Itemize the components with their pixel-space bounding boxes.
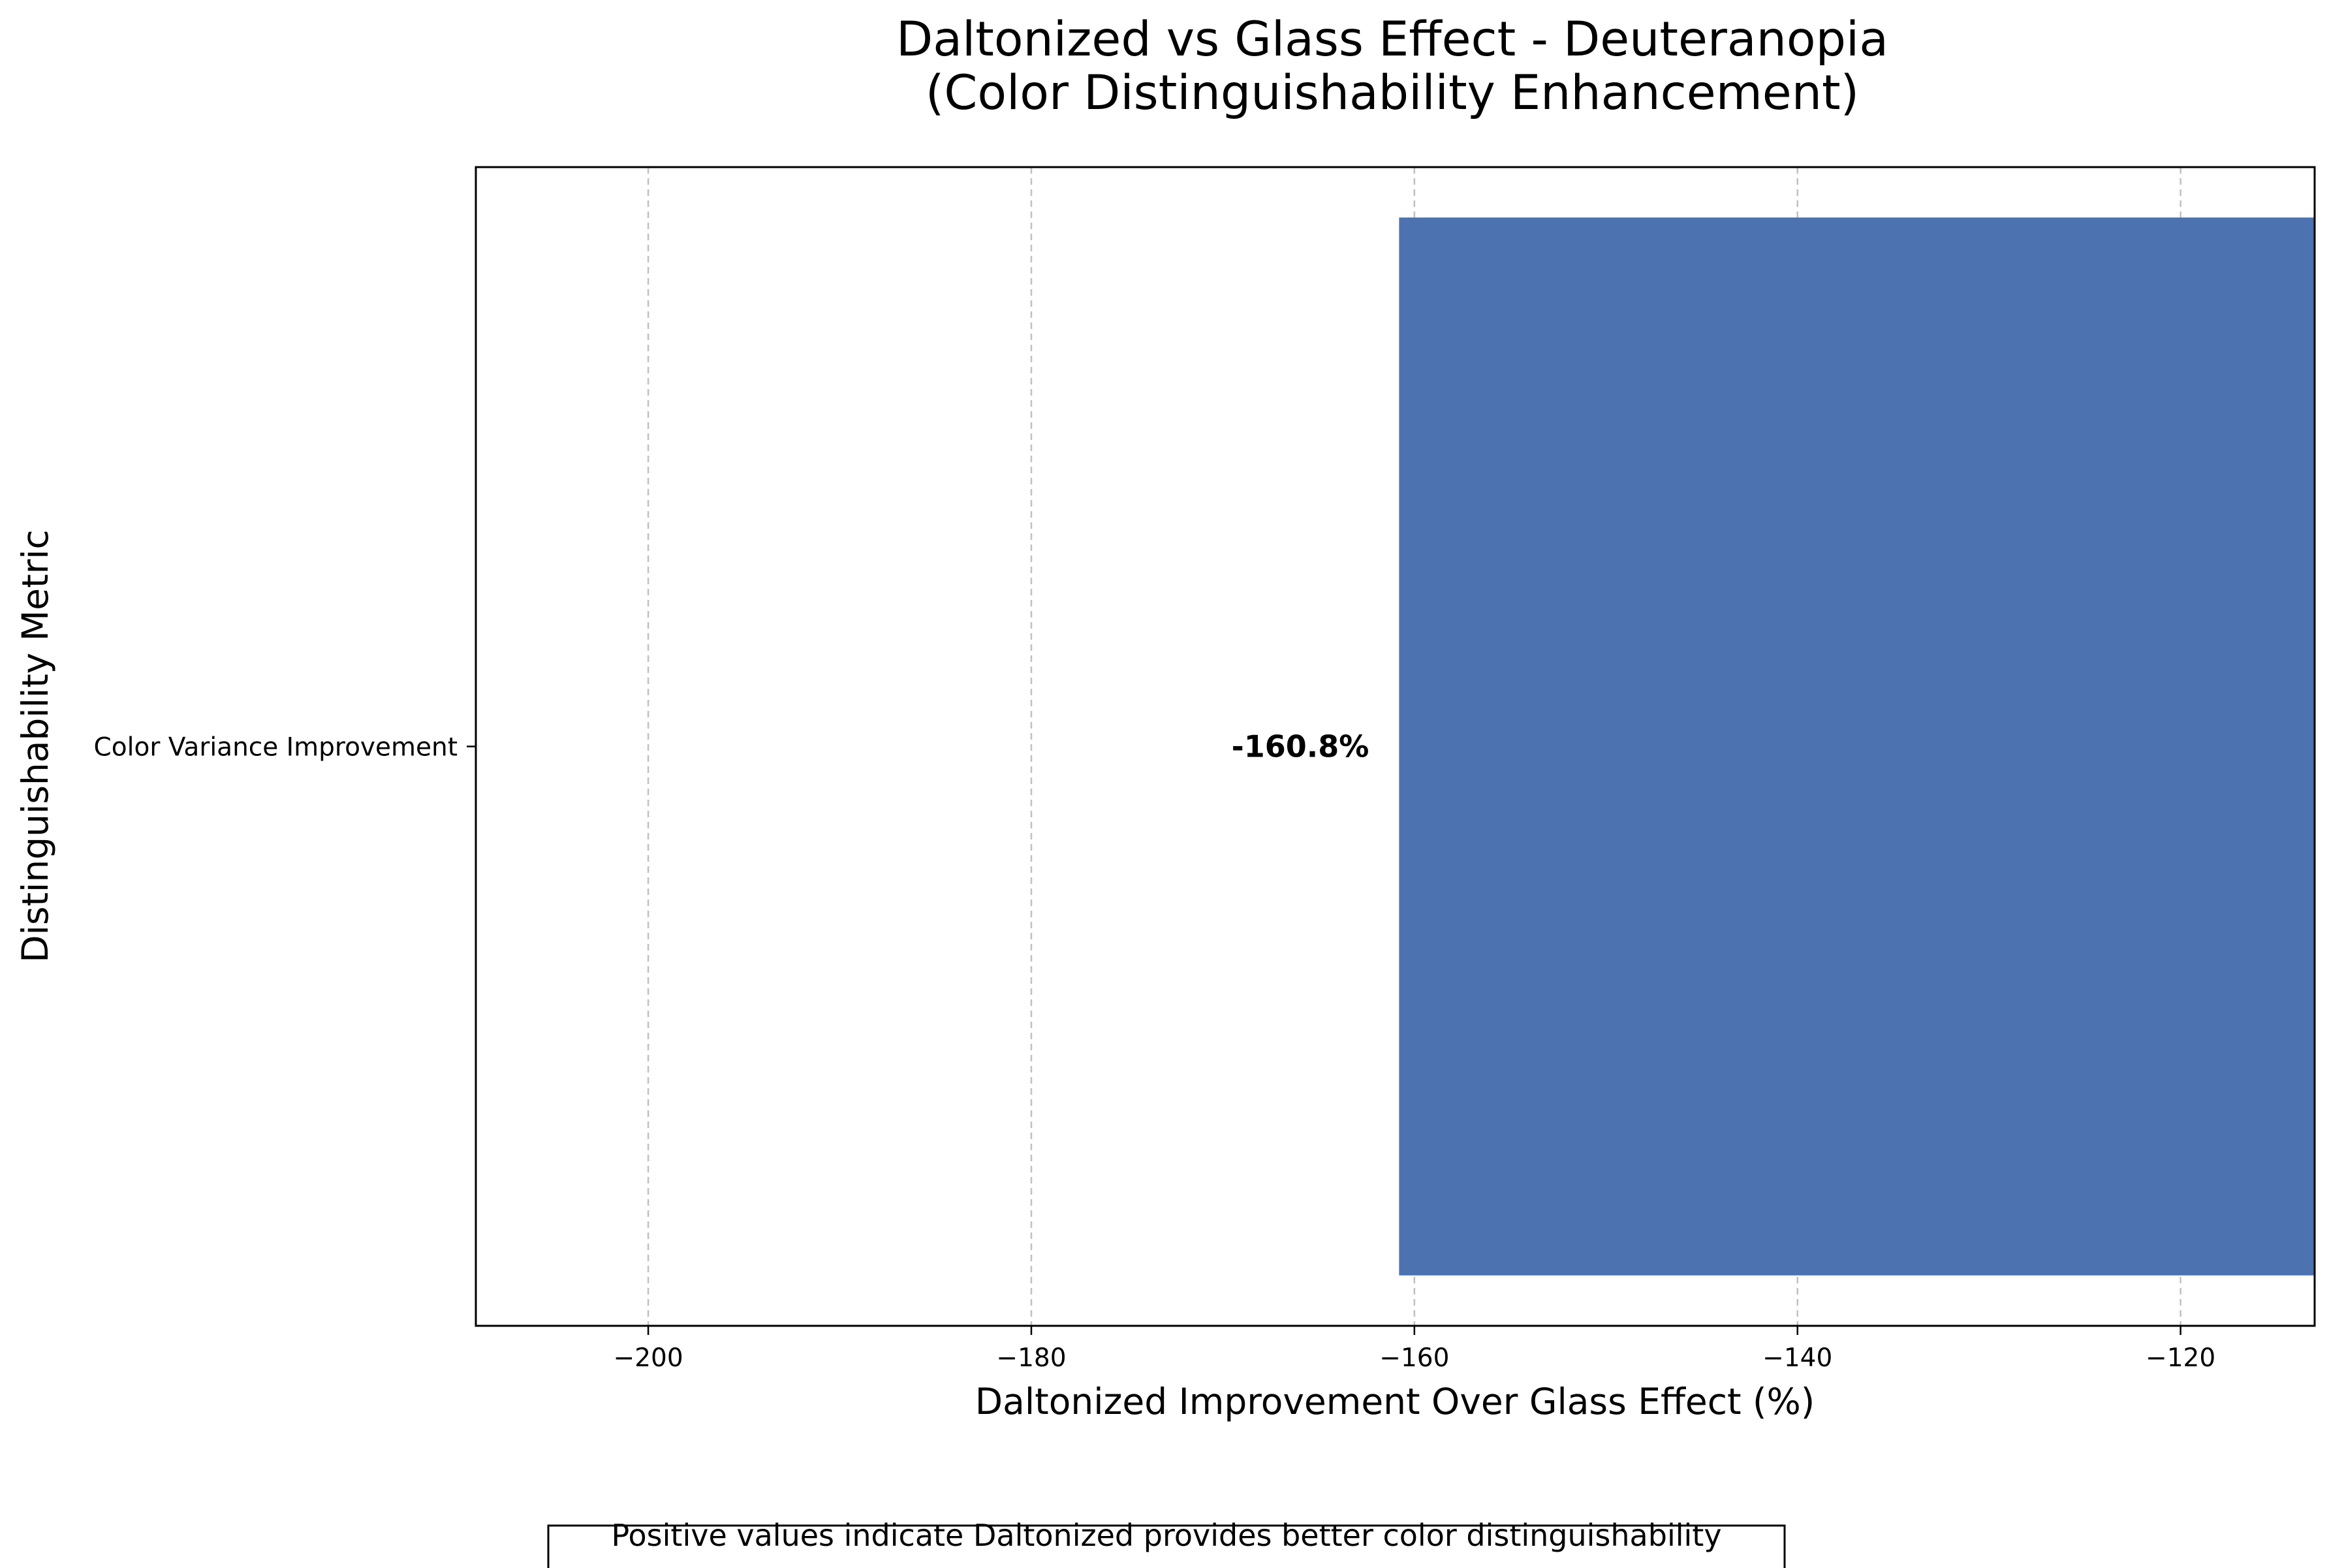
- x-tick-label: −140: [1762, 1343, 1832, 1373]
- bar-data-label: -160.8%: [1232, 729, 1369, 764]
- chart-title: Daltonized vs Glass Effect - Deuteranopi…: [896, 12, 1888, 67]
- x-axis-label: Daltonized Improvement Over Glass Effect…: [975, 1381, 1815, 1422]
- x-tick-label: −120: [2146, 1343, 2215, 1373]
- y-tick-label: Color Variance Improvement: [94, 733, 458, 762]
- note-text: Positive values indicate Daltonized prov…: [611, 1518, 1721, 1553]
- x-tick-label: −180: [996, 1343, 1066, 1373]
- x-tick-label: −160: [1379, 1343, 1449, 1373]
- chart-subtitle: (Color Distinguishability Enhancement): [926, 65, 1859, 121]
- bar: [1399, 217, 2315, 1276]
- note-box: [547, 1524, 1786, 1568]
- bars: -160.8%: [1232, 217, 2315, 1276]
- x-ticks: −200 −180 −160 −140 −120: [614, 1326, 2215, 1373]
- y-ticks: Color Variance Improvement: [94, 733, 476, 762]
- y-axis-label: Distinguishability Metric: [14, 529, 56, 963]
- x-tick-label: −200: [614, 1343, 683, 1373]
